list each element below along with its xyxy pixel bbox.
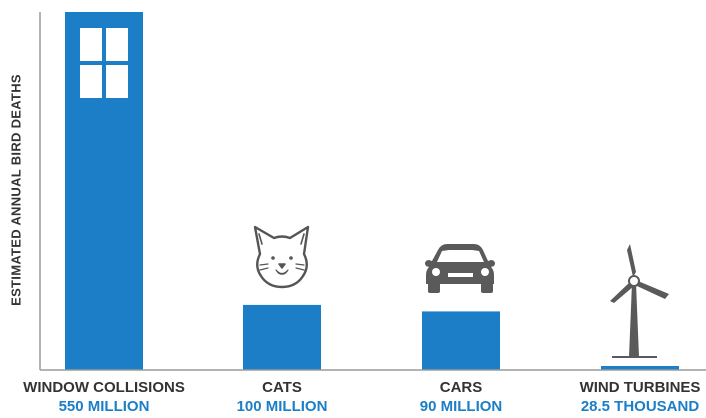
category-name: WIND TURBINES [579, 379, 701, 396]
bar-wind-turbines [601, 366, 679, 370]
bar-window-collisions [65, 12, 143, 370]
window-icon [80, 28, 128, 98]
car-icon [425, 244, 495, 293]
value-label: 550 MILLION [58, 398, 150, 415]
category-label-group: WINDOW COLLISIONS 550 MILLION [9, 378, 199, 416]
value-label: 100 MILLION [236, 398, 328, 415]
wind-turbine-icon [610, 244, 669, 358]
bar-cars [422, 311, 500, 370]
category-label-group: CARS 90 MILLION [366, 378, 556, 416]
category-label-group: WIND TURBINES 28.5 THOUSAND [545, 378, 706, 416]
value-label: 90 MILLION [419, 398, 503, 415]
category-label-group: CATS 100 MILLION [187, 378, 377, 416]
category-name: WINDOW COLLISIONS [23, 379, 185, 396]
y-axis-label: ESTIMATED ANNUAL BIRD DEATHS [8, 74, 24, 306]
category-name: CATS [262, 379, 302, 396]
category-name: CARS [439, 379, 483, 396]
value-label: 28.5 THOUSAND [580, 398, 700, 415]
bars-group [65, 12, 679, 370]
bar-cats [243, 304, 321, 370]
cat-icon [253, 225, 310, 289]
